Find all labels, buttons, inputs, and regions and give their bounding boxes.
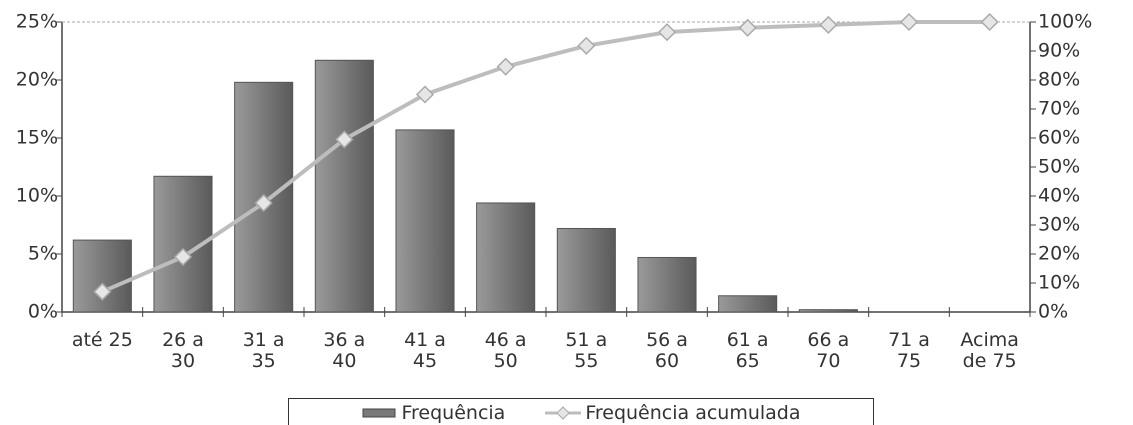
- cumulative-line: [101, 20, 990, 294]
- y2-tick-label: 10%: [1038, 272, 1080, 294]
- legend-label: Frequência acumulada: [585, 402, 801, 424]
- x-tick-label: 46 a 50: [484, 329, 527, 372]
- legend-item: Frequência acumulada: [545, 402, 801, 424]
- legend-bar: [362, 408, 396, 418]
- x-tick-label: até 25: [71, 329, 133, 351]
- cumulative-marker: [415, 85, 435, 104]
- y2-tick-label: 30%: [1038, 214, 1080, 236]
- x-tick-label: 56 a 60: [646, 329, 688, 372]
- bar: [637, 256, 697, 313]
- y2-tick-label: 90%: [1038, 40, 1080, 62]
- cumulative-marker: [173, 247, 193, 266]
- y-tick-label: 20%: [16, 69, 58, 91]
- cumulative-marker: [899, 12, 919, 32]
- x-tick-label: Acima de 75: [960, 329, 1019, 372]
- bar: [556, 227, 616, 313]
- y2-tick-label: 70%: [1038, 98, 1080, 120]
- x-tick-label: 36 a 40: [323, 329, 366, 372]
- cumulative-marker: [738, 18, 757, 37]
- legend-swatch: [362, 408, 396, 418]
- y2-tick-label: 60%: [1038, 127, 1080, 149]
- y-tick-label: 10%: [16, 185, 58, 207]
- cumulative-marker: [254, 193, 273, 213]
- legend-swatch: [545, 406, 582, 420]
- cumulative-marker: [819, 15, 838, 34]
- x-tick-label: 71 a 75: [888, 329, 930, 372]
- x-tick-label: 31 a 35: [242, 329, 285, 372]
- cumulative-marker: [335, 130, 354, 149]
- y2-tick-label: 0%: [1038, 301, 1068, 323]
- x-tick-label: 26 a 30: [162, 329, 204, 372]
- y2-tick-label: 100%: [1038, 11, 1092, 33]
- y-tick-label: 5%: [28, 243, 58, 265]
- y-tick-label: 25%: [16, 11, 58, 33]
- legend-label: Frequência: [401, 402, 506, 424]
- y2-tick-label: 20%: [1038, 243, 1080, 265]
- legend-marker: [556, 406, 571, 420]
- x-tick-label: 41 a 45: [404, 329, 446, 372]
- y-tick-label: 15%: [16, 127, 58, 149]
- y2-tick-label: 80%: [1038, 69, 1080, 91]
- bar: [798, 309, 858, 313]
- y2-tick-label: 40%: [1038, 185, 1080, 207]
- x-tick-label: 61 a 65: [726, 329, 769, 372]
- y-tick-label: 0%: [28, 301, 58, 323]
- y2-tick-label: 50%: [1038, 156, 1080, 178]
- x-tick-label: 51 a 55: [565, 329, 608, 372]
- cumulative-marker: [577, 36, 596, 55]
- bar: [718, 295, 778, 313]
- cumulative-marker: [496, 57, 515, 76]
- cumulative-marker: [657, 23, 677, 42]
- cumulative-marker: [980, 12, 999, 32]
- legend: Frequência Frequência acumulada: [288, 398, 874, 425]
- bar: [395, 129, 455, 313]
- bar: [72, 239, 132, 313]
- bar: [476, 202, 536, 313]
- bar: [314, 59, 374, 313]
- x-tick-label: 66 a 70: [807, 329, 850, 372]
- cumulative-marker: [93, 282, 112, 301]
- legend-item: Frequência: [361, 402, 505, 424]
